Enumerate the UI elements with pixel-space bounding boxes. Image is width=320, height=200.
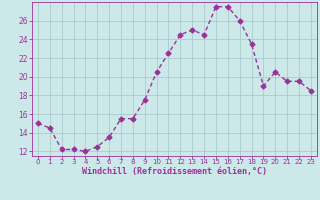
X-axis label: Windchill (Refroidissement éolien,°C): Windchill (Refroidissement éolien,°C) [82,167,267,176]
